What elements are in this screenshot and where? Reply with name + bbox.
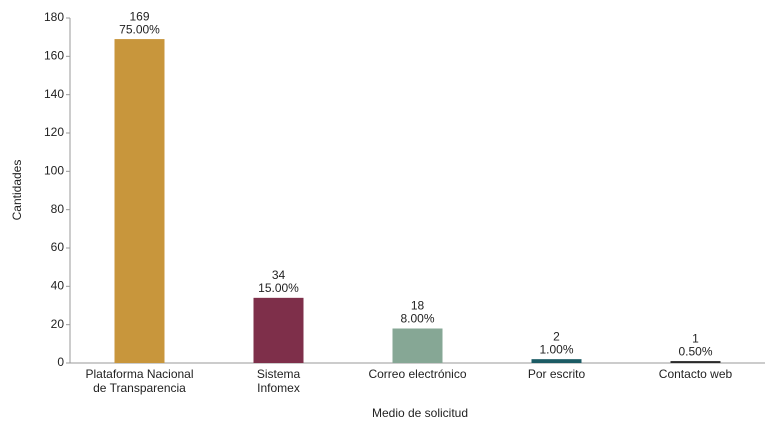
x-tick-label: Plataforma Nacional de Transparencia [85,367,193,395]
percentage-label: 8.00% [400,312,434,326]
y-tick-label: 160 [44,49,64,63]
bar [253,297,304,363]
value-label: 34 [272,268,286,282]
bar [670,361,721,363]
value-label: 1 [692,331,699,345]
y-tick-label: 60 [51,240,65,254]
bar [114,39,165,363]
x-tick-label: Contacto web [659,367,733,381]
bar [392,328,443,363]
y-axis-label: Cantidades [10,160,24,221]
value-label: 18 [411,299,425,313]
percentage-label: 1.00% [539,342,573,356]
value-label: 169 [129,9,149,23]
y-tick-label: 140 [44,87,64,101]
y-tick-label: 20 [51,317,65,331]
bar [531,359,582,363]
x-tick-label: Por escrito [528,367,586,381]
percentage-label: 75.00% [119,22,160,36]
y-tick-label: 120 [44,125,64,139]
value-label: 2 [553,329,560,343]
y-tick-label: 80 [51,202,65,216]
percentage-label: 15.00% [258,281,299,295]
x-tick-label: Sistema Infomex [257,367,301,395]
y-tick-label: 40 [51,279,65,293]
x-tick-label: Correo electrónico [368,367,466,381]
y-tick-label: 0 [57,355,64,369]
x-axis-label: Medio de solicitud [372,406,468,420]
y-tick-label: 100 [44,164,64,178]
y-tick-label: 180 [44,10,64,24]
percentage-label: 0.50% [678,344,712,358]
